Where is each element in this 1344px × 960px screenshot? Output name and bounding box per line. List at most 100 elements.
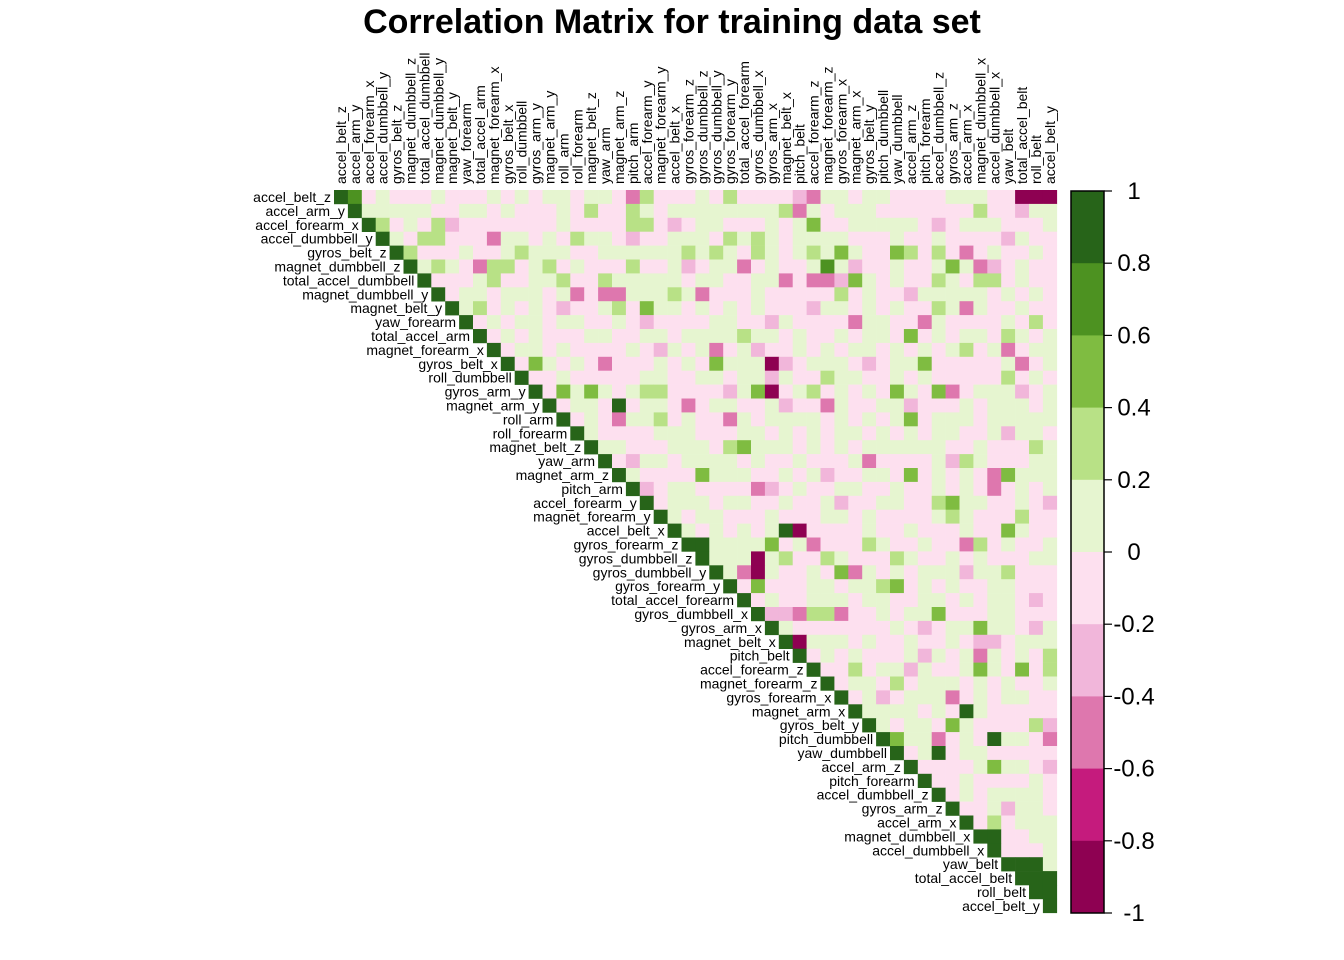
heatmap-cell [723,315,738,330]
heatmap-cell [778,231,793,246]
column-label: gyros_arm_y [528,103,544,184]
heatmap-cell [876,342,891,358]
heatmap-cell [584,203,599,219]
heatmap-cell [625,468,641,483]
heatmap-cell [1001,787,1016,802]
heatmap-cell [667,190,682,205]
heatmap-cell [987,301,1002,316]
column-label: roll_belt [1028,135,1044,184]
heatmap-cell [959,593,974,608]
heatmap-cell [1042,523,1058,538]
heatmap-cell [737,245,752,260]
heatmap-cell [792,620,807,636]
heatmap-cell [792,579,807,594]
heatmap-cell [903,329,919,344]
heatmap-cell [1001,440,1016,455]
heatmap-cell [584,190,599,205]
heatmap-cell [903,759,919,775]
heatmap-cell [903,287,919,302]
heatmap-cell [848,273,863,288]
heatmap-cell [1015,259,1030,274]
heatmap-cell [792,634,807,649]
heatmap-cell [653,370,668,385]
heatmap-cell [709,356,724,371]
heatmap-cell [792,370,807,385]
heatmap-cell [1015,551,1030,566]
heatmap-cell [528,287,543,302]
heatmap-cell [375,190,390,205]
heatmap-cell [792,301,807,316]
heatmap-cell [751,426,766,441]
heatmap-cell [973,287,988,302]
heatmap-cell [917,509,932,524]
heatmap-cell [570,329,585,344]
heatmap-cell [1042,773,1058,788]
heatmap-cell [625,245,641,260]
heatmap-cell [751,217,766,232]
heatmap-cell [473,315,488,330]
heatmap-cell [848,495,863,510]
heatmap-cell [945,718,960,733]
heatmap-cell [528,342,543,358]
heatmap-cell [542,287,557,302]
heatmap-cell [834,537,849,552]
heatmap-cell [834,217,849,232]
heatmap-cell [987,342,1002,358]
row-label: accel_forearm_x [255,217,359,233]
heatmap-cell [1029,885,1044,900]
heatmap-cell [834,468,849,483]
heatmap-cell [890,690,905,705]
heatmap-cell [667,231,682,246]
heatmap-cell [1001,468,1016,483]
heatmap-cell [639,301,654,316]
heatmap-cell [792,523,807,538]
heatmap-cell [890,259,905,274]
heatmap-cell [584,398,599,413]
heatmap-cell [1029,551,1044,566]
heatmap-cell [806,203,821,219]
heatmap-cell [862,468,877,483]
heatmap-cell [514,245,529,260]
heatmap-cell [917,551,932,566]
heatmap-cell [1001,259,1016,274]
heatmap-cell [556,315,571,330]
heatmap-cell [1029,815,1044,830]
heatmap-cell [834,259,849,274]
heatmap-cell [570,356,585,371]
heatmap-cell [1015,203,1030,219]
heatmap-cell [1001,676,1016,691]
row-label: roll_forearm [493,425,568,441]
heatmap-cell [1042,259,1058,274]
heatmap-cell [681,398,696,413]
heatmap-cell [639,384,654,399]
heatmap-cell [1042,815,1058,830]
heatmap-cell [890,495,905,510]
heatmap-cell [1001,454,1016,469]
heatmap-cell [1029,301,1044,316]
heatmap-cell [820,523,835,538]
heatmap-cell [959,718,974,733]
heatmap-cell [737,259,752,274]
heatmap-cell [792,217,807,232]
heatmap-cell [987,829,1002,844]
heatmap-cell [403,259,418,274]
heatmap-cell [1029,190,1044,205]
heatmap-cell [862,704,877,719]
heatmap-cell [723,245,738,260]
row-label: magnet_forearm_x [366,342,484,358]
heatmap-cell [1001,287,1016,302]
heatmap-cell [778,384,793,399]
heatmap-cell [639,273,654,288]
heatmap-cell [570,273,585,288]
heatmap-cell [361,217,376,232]
heatmap-cell [695,384,710,399]
heatmap-cell [959,398,974,413]
heatmap-cell [612,342,627,358]
row-label: yaw_belt [943,856,998,872]
heatmap-cell [723,273,738,288]
heatmap-cell [723,468,738,483]
heatmap-cell [945,481,960,497]
heatmap-cell [987,648,1002,663]
heatmap-cell [834,245,849,260]
heatmap-cell [792,190,807,205]
